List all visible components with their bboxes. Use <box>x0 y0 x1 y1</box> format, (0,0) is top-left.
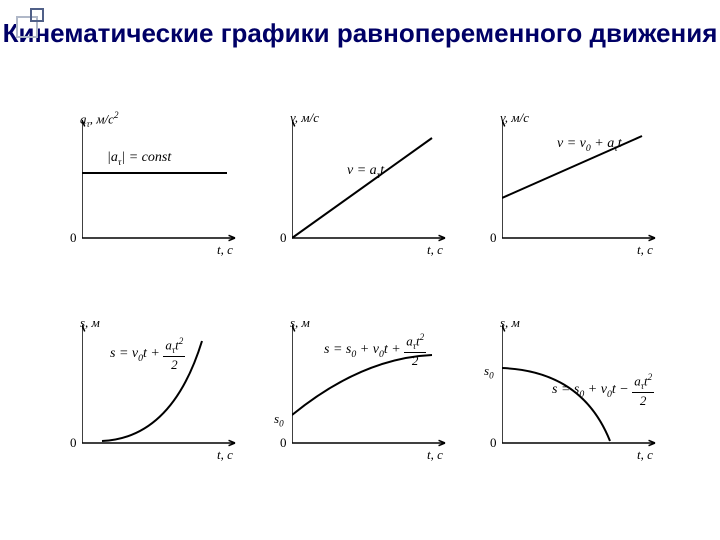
origin-label: 0 <box>490 230 497 246</box>
chart-3: s, м 0 t, c s = v0t + aτt22 <box>60 315 240 510</box>
decor-inner <box>30 8 44 22</box>
side-label: s0 <box>274 411 284 429</box>
side-label: s0 <box>484 363 494 381</box>
y-axis-label: aτ, м/с2 <box>80 110 119 129</box>
formula: s = s0 + v0t + aτt22 <box>324 333 426 367</box>
y-axis-label: v, м/с <box>290 110 319 126</box>
formula: |aτ| = const <box>107 150 171 168</box>
axes <box>82 118 237 258</box>
x-axis-label: t, c <box>217 242 233 258</box>
origin-label: 0 <box>70 230 77 246</box>
y-axis-label: s, м <box>80 315 100 331</box>
origin-label: 0 <box>280 435 287 451</box>
y-axis-label: s, м <box>500 315 520 331</box>
axes <box>292 118 447 258</box>
chart-grid: aτ, м/с2 0 t, c |aτ| = const v, м/с 0 t,… <box>60 110 660 510</box>
page-title: Кинематические графики равнопеременного … <box>0 0 720 49</box>
formula: s = v0t + aτt22 <box>110 337 185 371</box>
origin-label: 0 <box>490 435 497 451</box>
decor-squares <box>8 8 68 40</box>
formula: v = aτt <box>347 163 384 181</box>
chart-0: aτ, м/с2 0 t, c |aτ| = const <box>60 110 240 305</box>
origin-label: 0 <box>280 230 287 246</box>
x-axis-label: t, c <box>427 447 443 463</box>
chart-4: s, м 0 t, c s = s0 + v0t + aτt22 s0 <box>270 315 450 510</box>
formula: s = s0 + v0t − aτt22 <box>552 373 654 407</box>
x-axis-label: t, c <box>637 447 653 463</box>
chart-2: v, м/с 0 t, c v = v0 + aτt <box>480 110 660 305</box>
x-axis-label: t, c <box>637 242 653 258</box>
x-axis-label: t, c <box>427 242 443 258</box>
chart-5: s, м 0 t, c s = s0 + v0t − aτt22 s0 <box>480 315 660 510</box>
y-axis-label: s, м <box>290 315 310 331</box>
x-axis-label: t, c <box>217 447 233 463</box>
origin-label: 0 <box>70 435 77 451</box>
y-axis-label: v, м/с <box>500 110 529 126</box>
formula: v = v0 + aτt <box>557 136 622 154</box>
chart-1: v, м/с 0 t, c v = aτt <box>270 110 450 305</box>
